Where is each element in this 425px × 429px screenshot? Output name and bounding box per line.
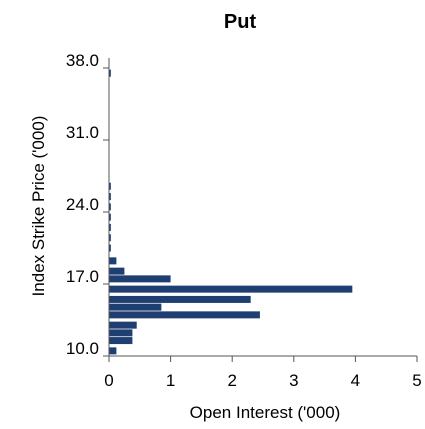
bars-layer (109, 69, 353, 355)
x-tick-label: 3 (289, 371, 298, 390)
bar-strike-19-25 (109, 257, 117, 265)
chart-title: Put (224, 11, 257, 33)
x-tick-label: 0 (104, 371, 113, 390)
bar-strike-26-5 (109, 182, 111, 190)
y-tick-label: 24.0 (66, 195, 99, 214)
bar-strike-18-25 (109, 267, 125, 275)
bar-strike-21-5 (109, 234, 111, 242)
bar-strike-24-5 (109, 203, 111, 211)
x-tick-label: 1 (166, 371, 175, 390)
y-axis-label: Index Strike Price ('000) (29, 116, 48, 297)
bar-strike-37-5 (109, 69, 111, 77)
bar-strike-14-75 (109, 303, 162, 311)
x-tick-label: 5 (412, 371, 421, 390)
bar-strike-11-5 (109, 337, 133, 345)
axes-layer: 0 1 2 3 4 5 10.0 17.0 24.0 31.0 38.0 (66, 51, 422, 390)
y-tick-label: 10.0 (66, 339, 99, 358)
bar-strike-15-5 (109, 295, 251, 303)
bar-strike-23-5 (109, 213, 111, 221)
bar-strike-22-5 (109, 223, 111, 231)
bar-strike-16-5 (109, 285, 353, 293)
x-tick-label: 4 (351, 371, 360, 390)
bar-strike-14 (109, 311, 260, 319)
x-tick-label: 2 (227, 371, 236, 390)
y-tick-label: 17.0 (66, 267, 99, 286)
y-tick-label: 38.0 (66, 51, 99, 70)
bar-strike-20-5 (109, 244, 111, 252)
bar-strike-25-5 (109, 193, 111, 201)
x-axis-label: Open Interest ('000) (190, 403, 341, 422)
bar-strike-13 (109, 321, 137, 329)
bar-strike-17-5 (109, 275, 171, 283)
bar-strike-10-5 (109, 347, 117, 355)
y-tick-label: 31.0 (66, 123, 99, 142)
bar-strike-12-25 (109, 329, 133, 337)
